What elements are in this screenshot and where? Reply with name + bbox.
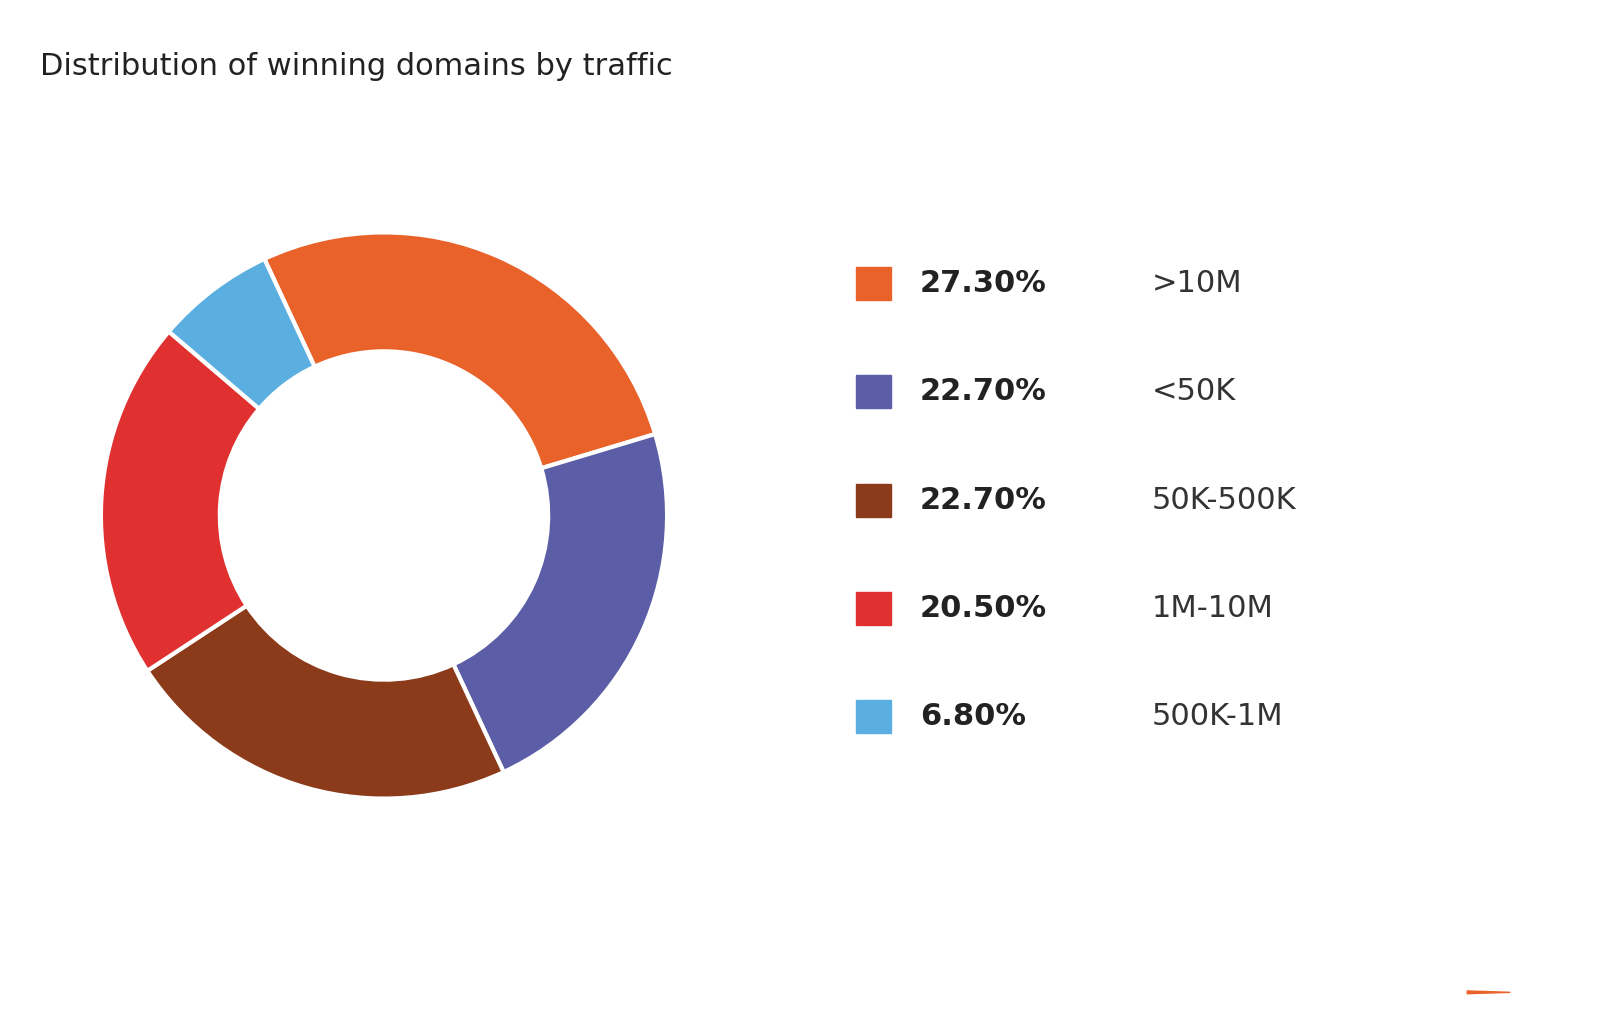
Wedge shape [147,605,504,799]
Text: >10M: >10M [1152,269,1243,298]
Wedge shape [170,259,315,409]
Text: 50K-500K: 50K-500K [1152,486,1296,514]
Text: 27.30%: 27.30% [920,269,1046,298]
Text: semrush.com: semrush.com [29,984,150,1001]
Text: 6.80%: 6.80% [920,702,1026,731]
Text: SEMRUSH: SEMRUSH [1402,978,1555,1006]
Text: 1M-10M: 1M-10M [1152,594,1274,623]
Text: 22.70%: 22.70% [920,377,1046,406]
Text: 22.70%: 22.70% [920,486,1046,514]
Polygon shape [1467,991,1510,994]
Wedge shape [453,434,667,772]
Text: <50K: <50K [1152,377,1237,406]
Text: 20.50%: 20.50% [920,594,1046,623]
Text: 500K-1M: 500K-1M [1152,702,1283,731]
Wedge shape [101,332,259,671]
Text: Distribution of winning domains by traffic: Distribution of winning domains by traff… [40,52,672,80]
Wedge shape [264,232,654,468]
